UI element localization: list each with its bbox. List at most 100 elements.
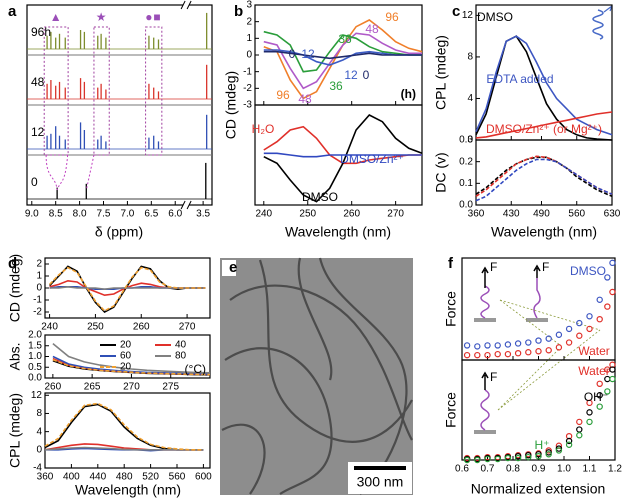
peak-marker: ● bbox=[145, 10, 152, 24]
y-tick-label: 1 bbox=[246, 33, 252, 44]
data-point bbox=[576, 418, 583, 426]
x-tick-label: 480 bbox=[116, 472, 133, 483]
data-point bbox=[596, 403, 603, 410]
series-line bbox=[475, 155, 613, 197]
y-tick-label: 2 bbox=[36, 259, 42, 270]
y-axis-label: CD (mdeg) bbox=[7, 254, 23, 322]
y-tick-label: -3 bbox=[243, 100, 252, 111]
unit-note: (h) bbox=[401, 87, 416, 101]
series-label: Water bbox=[578, 364, 610, 378]
x-axis-label: Wavelength (nm) bbox=[285, 224, 391, 240]
y-tick-label: 4 bbox=[467, 93, 473, 104]
micrograph bbox=[220, 258, 413, 495]
data-point bbox=[504, 341, 512, 348]
data-point bbox=[535, 337, 542, 344]
y-tick-label: 2 bbox=[246, 16, 252, 27]
data-point bbox=[535, 451, 542, 458]
data-point bbox=[463, 342, 471, 349]
y-tick-label: 8 bbox=[36, 408, 42, 419]
data-point bbox=[609, 375, 616, 383]
data-point bbox=[576, 432, 583, 439]
x-tick-label: 250 bbox=[299, 209, 316, 220]
y-tick-label: 12 bbox=[462, 10, 474, 21]
break-mark bbox=[180, 200, 192, 210]
y-tick-label: 0.5 bbox=[28, 362, 42, 373]
data-point bbox=[474, 351, 481, 359]
series-line bbox=[49, 265, 206, 313]
y-tick-label: 0.0 bbox=[459, 200, 473, 211]
data-point bbox=[504, 454, 512, 462]
series-label: OH⁻ bbox=[584, 390, 608, 404]
series-line bbox=[475, 156, 613, 198]
y-tick-label: 0.1 bbox=[459, 178, 473, 189]
x-tick-label: 400 bbox=[63, 472, 80, 483]
y-tick-label: -1 bbox=[243, 66, 252, 77]
scale-bar-label: 300 nm bbox=[357, 474, 404, 490]
data-point bbox=[565, 437, 573, 445]
x-tick-label: 260 bbox=[45, 382, 62, 393]
x-tick-label: 265 bbox=[84, 382, 101, 393]
x-tick-label: 1.2 bbox=[608, 464, 622, 475]
data-point bbox=[555, 447, 563, 454]
data-point bbox=[565, 441, 573, 448]
data-point bbox=[535, 348, 542, 355]
series-line bbox=[263, 30, 422, 73]
series-label: 96 bbox=[385, 10, 399, 24]
data-point bbox=[514, 350, 522, 357]
panel-label: b bbox=[234, 3, 243, 20]
panel-label: a bbox=[8, 3, 17, 20]
series-line bbox=[44, 403, 204, 451]
y-axis-label: CPL (mdeg) bbox=[7, 393, 23, 468]
y-tick-label: 0.3 bbox=[459, 135, 473, 146]
data-point bbox=[565, 325, 573, 333]
panel-label: f bbox=[448, 255, 454, 272]
x-tick-label: 270 bbox=[387, 209, 404, 220]
force-label: F bbox=[490, 260, 497, 274]
panel-label: d bbox=[8, 255, 17, 272]
x-tick-label: 270 bbox=[123, 382, 140, 393]
legend-label: 60 bbox=[120, 351, 132, 362]
panel-label: e bbox=[229, 259, 237, 276]
data-point bbox=[586, 325, 593, 333]
y-axis-label: Force bbox=[443, 392, 459, 428]
x-axis-label: δ (ppm) bbox=[95, 224, 143, 240]
data-point bbox=[545, 347, 552, 354]
x-tick-label: 260 bbox=[133, 322, 150, 333]
series-line bbox=[475, 158, 613, 202]
y-tick-label: 0 bbox=[246, 50, 252, 61]
x-tick-label: 7.5 bbox=[97, 209, 111, 220]
y-tick-label: 1 bbox=[36, 271, 42, 282]
data-point bbox=[545, 449, 552, 456]
trace-label: 96h bbox=[31, 25, 51, 39]
series-line bbox=[49, 266, 206, 312]
peak-marker: ■ bbox=[153, 10, 160, 24]
x-axis-label: Normalized extension bbox=[471, 481, 606, 497]
data-point bbox=[525, 339, 532, 346]
y-tick-label: 0 bbox=[36, 444, 42, 455]
x-tick-label: 600 bbox=[195, 472, 212, 483]
series-line bbox=[263, 114, 423, 203]
x-tick-label: 240 bbox=[255, 209, 272, 220]
x-tick-label: 440 bbox=[89, 472, 106, 483]
y-tick-label: 3 bbox=[246, 0, 252, 11]
x-tick-label: 1.1 bbox=[583, 464, 597, 475]
legend-label: 20 bbox=[120, 362, 132, 373]
series-label: 12 bbox=[301, 47, 315, 61]
x-tick-label: 1.0 bbox=[557, 464, 571, 475]
data-point bbox=[494, 342, 501, 349]
trace-label: 0 bbox=[31, 175, 38, 189]
y-tick-label: 0.0 bbox=[28, 373, 42, 384]
force-icons bbox=[474, 264, 601, 434]
data-point bbox=[504, 350, 512, 358]
unit-note: (°C) bbox=[185, 362, 206, 376]
plot-frame bbox=[475, 139, 613, 206]
x-tick-label: 0.8 bbox=[506, 464, 520, 475]
x-tick-label: 6.5 bbox=[144, 209, 158, 220]
series-label: EDTA added bbox=[486, 72, 553, 86]
x-tick-label: 360 bbox=[468, 209, 485, 220]
x-tick-label: 0.9 bbox=[532, 464, 546, 475]
label-box bbox=[222, 260, 236, 276]
y-tick-label: 12 bbox=[31, 390, 43, 401]
